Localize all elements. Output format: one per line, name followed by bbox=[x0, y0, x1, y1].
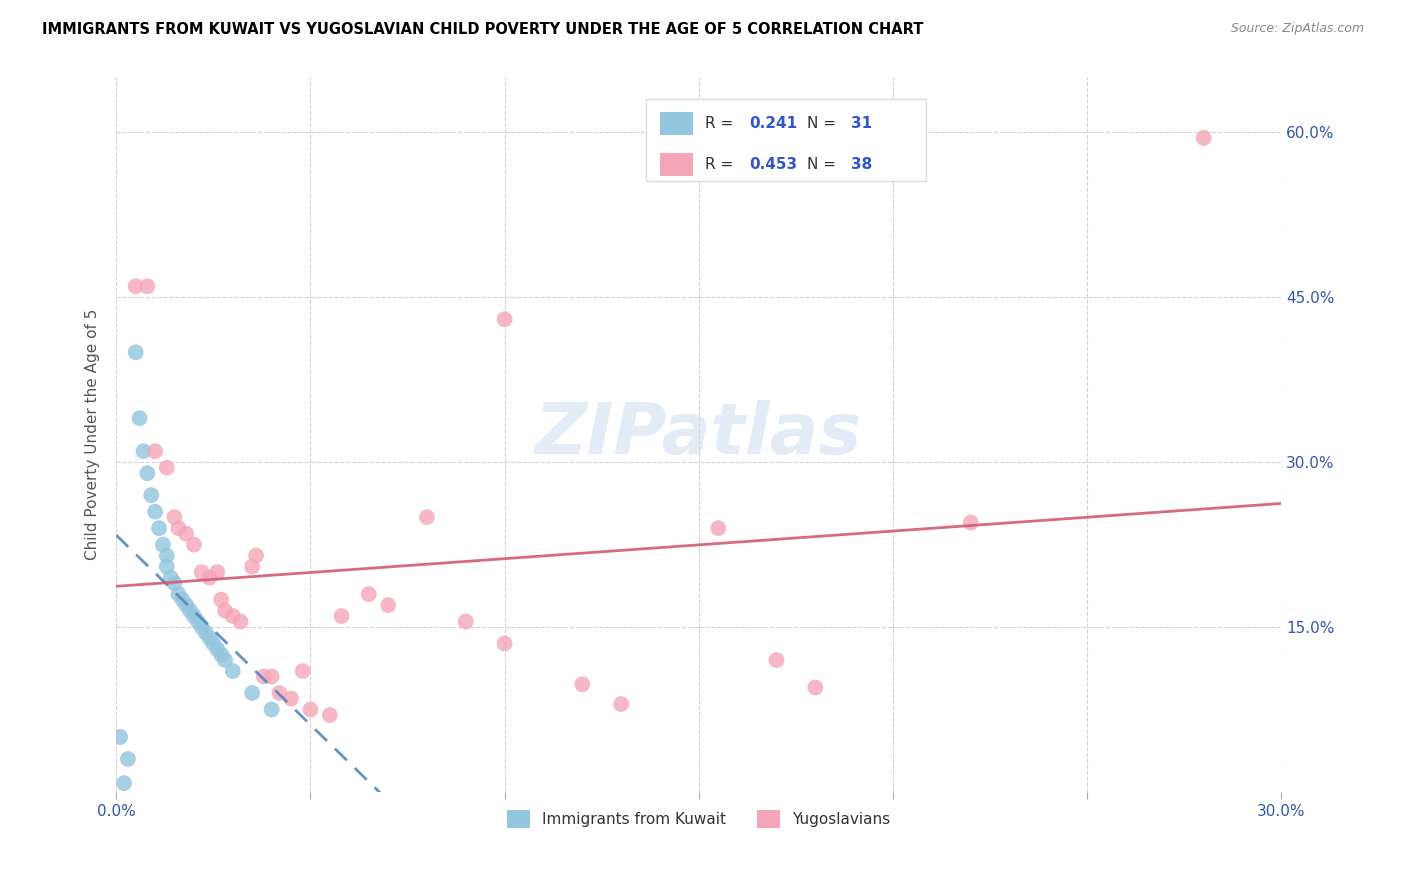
Point bbox=[190, 620, 212, 634]
Point bbox=[194, 625, 217, 640]
Point bbox=[377, 598, 399, 612]
Point bbox=[494, 312, 516, 326]
Point bbox=[128, 411, 150, 425]
Point bbox=[207, 565, 229, 579]
Point bbox=[454, 615, 477, 629]
Point bbox=[179, 604, 201, 618]
Point bbox=[167, 521, 190, 535]
Point bbox=[136, 466, 159, 480]
Point bbox=[245, 549, 267, 563]
Point bbox=[610, 697, 633, 711]
Text: IMMIGRANTS FROM KUWAIT VS YUGOSLAVIAN CHILD POVERTY UNDER THE AGE OF 5 CORRELATI: IMMIGRANTS FROM KUWAIT VS YUGOSLAVIAN CH… bbox=[42, 22, 924, 37]
Point bbox=[357, 587, 380, 601]
Point bbox=[280, 691, 302, 706]
Point bbox=[198, 631, 221, 645]
Text: Source: ZipAtlas.com: Source: ZipAtlas.com bbox=[1230, 22, 1364, 36]
Point bbox=[240, 686, 263, 700]
Text: ZIPatlas: ZIPatlas bbox=[536, 401, 862, 469]
Point bbox=[209, 592, 232, 607]
Point bbox=[156, 559, 179, 574]
Point bbox=[571, 677, 593, 691]
Point bbox=[240, 559, 263, 574]
FancyBboxPatch shape bbox=[647, 99, 927, 181]
Point bbox=[222, 664, 245, 678]
Point bbox=[174, 598, 197, 612]
Point bbox=[183, 609, 205, 624]
Point bbox=[183, 538, 205, 552]
Point bbox=[214, 604, 236, 618]
Point bbox=[260, 669, 283, 683]
Point bbox=[156, 460, 179, 475]
Text: 0.453: 0.453 bbox=[749, 157, 797, 172]
Point bbox=[804, 681, 827, 695]
Point bbox=[136, 279, 159, 293]
Point bbox=[167, 587, 190, 601]
Point bbox=[174, 526, 197, 541]
Point bbox=[159, 571, 181, 585]
Legend: Immigrants from Kuwait, Yugoslavians: Immigrants from Kuwait, Yugoslavians bbox=[502, 804, 897, 834]
Point bbox=[190, 565, 212, 579]
Text: 31: 31 bbox=[852, 116, 873, 130]
Point bbox=[269, 686, 291, 700]
Point bbox=[172, 592, 194, 607]
Point bbox=[117, 752, 139, 766]
Point bbox=[209, 648, 232, 662]
Point bbox=[202, 636, 225, 650]
Bar bbox=[661, 153, 693, 176]
Point bbox=[765, 653, 787, 667]
Point bbox=[253, 669, 276, 683]
Point bbox=[187, 615, 209, 629]
Point bbox=[163, 576, 186, 591]
Point bbox=[132, 444, 155, 458]
Point bbox=[148, 521, 170, 535]
Text: 0.241: 0.241 bbox=[749, 116, 797, 130]
Text: N =: N = bbox=[807, 116, 841, 130]
Text: N =: N = bbox=[807, 157, 841, 172]
Point bbox=[330, 609, 353, 624]
Point bbox=[141, 488, 163, 502]
Point bbox=[959, 516, 981, 530]
Point bbox=[152, 538, 174, 552]
Point bbox=[222, 609, 245, 624]
Point bbox=[143, 505, 166, 519]
Point bbox=[1192, 131, 1215, 145]
Text: R =: R = bbox=[704, 116, 738, 130]
Point bbox=[494, 636, 516, 650]
Point bbox=[707, 521, 730, 535]
Point bbox=[112, 776, 135, 790]
Point bbox=[291, 664, 314, 678]
Point bbox=[143, 444, 166, 458]
Bar bbox=[661, 112, 693, 135]
Y-axis label: Child Poverty Under the Age of 5: Child Poverty Under the Age of 5 bbox=[86, 309, 100, 560]
Point bbox=[163, 510, 186, 524]
Point bbox=[214, 653, 236, 667]
Point bbox=[416, 510, 439, 524]
Text: 38: 38 bbox=[852, 157, 873, 172]
Point bbox=[260, 702, 283, 716]
Point bbox=[198, 571, 221, 585]
Point bbox=[125, 345, 148, 359]
Point bbox=[125, 279, 148, 293]
Point bbox=[108, 730, 131, 744]
Point bbox=[299, 702, 322, 716]
Point bbox=[207, 642, 229, 657]
Point bbox=[319, 708, 342, 723]
Text: R =: R = bbox=[704, 157, 738, 172]
Point bbox=[229, 615, 252, 629]
Point bbox=[156, 549, 179, 563]
